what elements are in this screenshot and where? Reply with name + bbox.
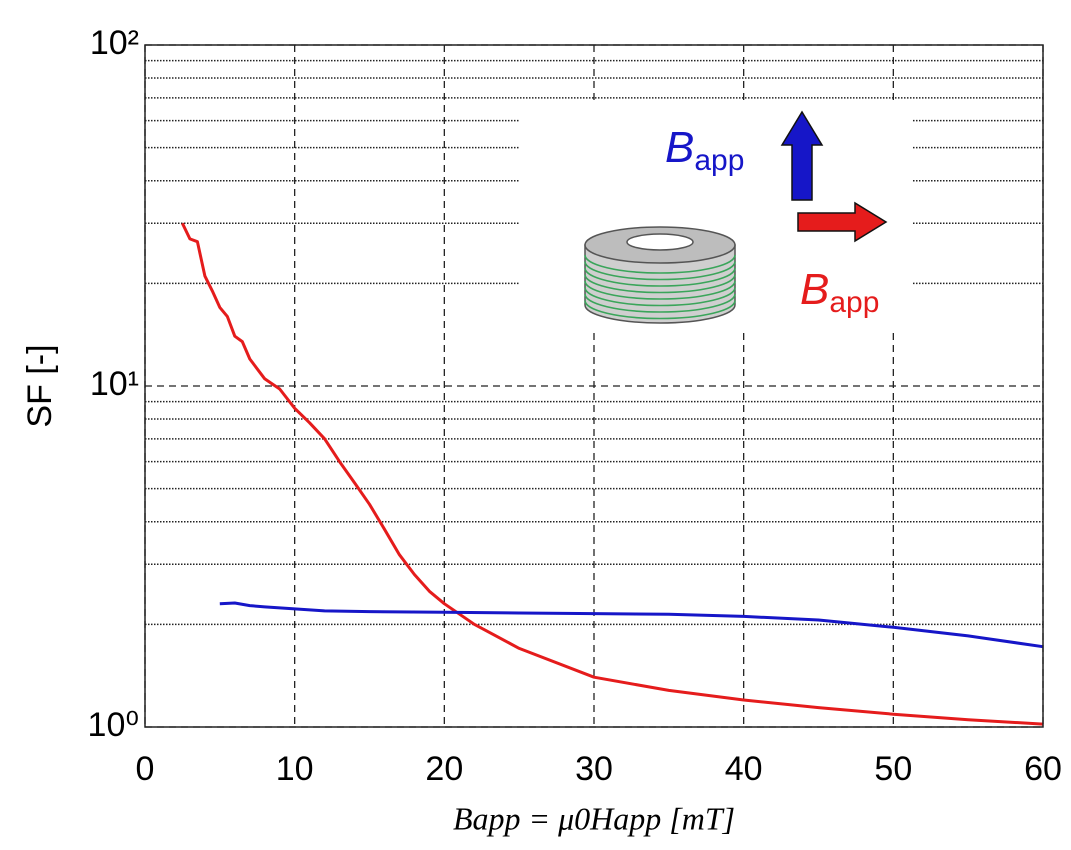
x-axis-label: Bapp = μ0Happ [mT]: [453, 800, 735, 836]
y-tick-label: 10⁰: [88, 706, 139, 744]
winding: [584, 267, 736, 287]
x-tick-label: 50: [874, 750, 912, 788]
winding: [584, 293, 736, 313]
winding: [584, 274, 736, 294]
arrow-horizontal: [797, 201, 888, 243]
annotation-sub: app: [694, 144, 744, 177]
plot-frame: [144, 44, 1044, 728]
x-tick-label: 60: [1024, 750, 1062, 788]
winding: [584, 300, 736, 320]
annotation-main: B: [665, 123, 694, 172]
annotation-main: B: [800, 265, 829, 314]
data-line: [219, 601, 1044, 649]
cylinder-hole: [626, 233, 694, 251]
annotation-sub: app: [829, 286, 879, 319]
winding: [584, 280, 736, 300]
annotation: Bapp: [665, 123, 744, 177]
winding: [584, 254, 736, 274]
shield-illustration: [584, 226, 736, 324]
y-axis-label: SF [-]: [21, 344, 59, 427]
y-tick-label: 10¹: [90, 365, 139, 403]
x-tick-label: 0: [136, 750, 155, 788]
arrow-vertical: [780, 110, 824, 201]
x-tick-label: 40: [725, 750, 763, 788]
annotation: Bapp: [800, 265, 879, 319]
data-line: [181, 222, 1044, 726]
x-tick-label: 30: [575, 750, 613, 788]
winding: [584, 261, 736, 281]
x-tick-label: 10: [276, 750, 314, 788]
x-tick-label: 20: [425, 750, 463, 788]
winding: [584, 287, 736, 307]
y-tick-label: 10²: [90, 24, 139, 62]
